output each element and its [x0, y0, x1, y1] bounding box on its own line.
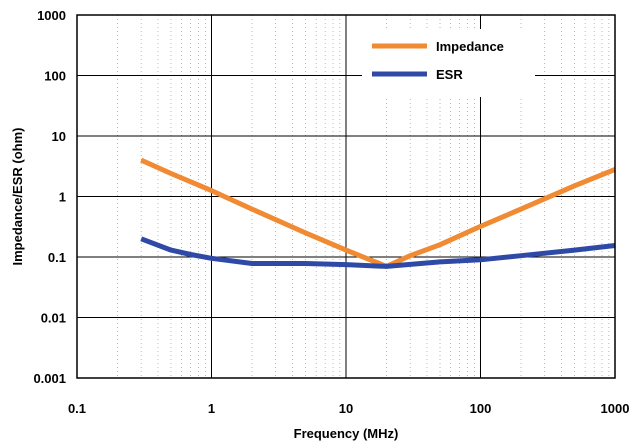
y-tick-label: 0.01: [41, 311, 66, 326]
x-tick-label: 1000: [601, 401, 630, 416]
plot-border: [76, 14, 616, 379]
y-tick-label: 0.1: [48, 250, 66, 265]
x-tick-label: 1: [208, 401, 215, 416]
x-axis-title: Frequency (MHz): [294, 426, 399, 441]
x-tick-label: 0.1: [68, 401, 86, 416]
legend: Impedance ESR: [362, 29, 535, 97]
y-tick-label: 100: [44, 69, 66, 84]
y-tick-label: 1: [59, 190, 66, 205]
y-tick-label: 0.001: [33, 371, 66, 386]
y-axis-title: Impedance/ESR (ohm): [10, 128, 25, 266]
legend-label-esr: ESR: [436, 67, 463, 82]
x-tick-label: 100: [470, 401, 492, 416]
legend-background: [362, 29, 535, 97]
y-tick-label: 10: [52, 129, 66, 144]
series-line-esr: [140, 236, 616, 269]
y-tick-label: 1000: [37, 8, 66, 23]
legend-label-impedance: Impedance: [436, 39, 504, 54]
x-tick-label: 10: [339, 401, 353, 416]
